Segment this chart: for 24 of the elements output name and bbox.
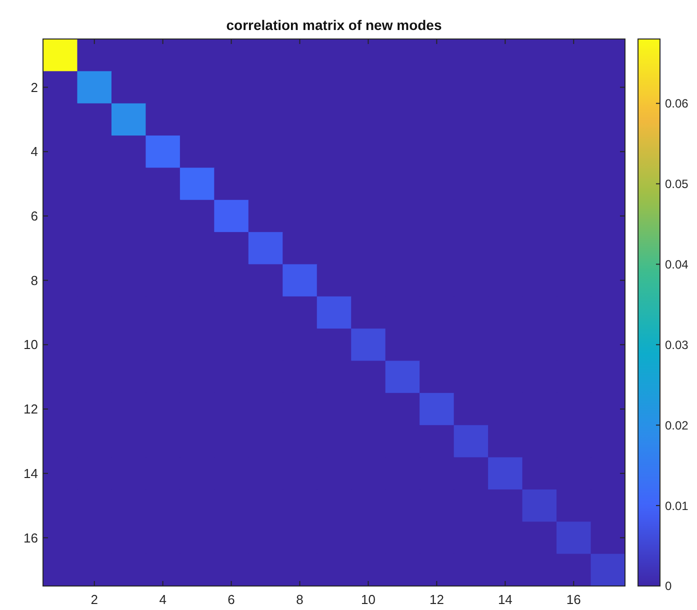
color-bar-label: 0.04 <box>665 257 689 272</box>
y-tick-label: 10 <box>24 337 38 352</box>
x-tick-label: 4 <box>159 592 166 607</box>
x-tick-label: 10 <box>361 592 376 607</box>
color-bar-label: 0.05 <box>665 176 689 191</box>
x-tick-label: 14 <box>498 592 512 607</box>
x-tick-label: 8 <box>296 592 304 607</box>
y-tick-label: 6 <box>30 208 38 224</box>
y-tick-label: 14 <box>24 466 38 481</box>
color-bar-label: 0 <box>665 579 672 594</box>
y-tick-label: 16 <box>24 530 38 546</box>
color-bar-label: 0.02 <box>665 418 689 432</box>
color-bar-label: 0.01 <box>665 498 689 513</box>
color-bar-label: 0.06 <box>665 96 689 111</box>
y-tick-label: 8 <box>30 272 38 288</box>
y-tick-label: 12 <box>24 402 38 417</box>
y-tick-label: 2 <box>30 80 38 95</box>
x-tick-label: 12 <box>429 592 444 607</box>
x-tick-label: 6 <box>228 592 235 607</box>
x-tick-label: 16 <box>566 592 581 607</box>
x-tick-label: 2 <box>90 592 98 607</box>
color-bar-label: 0.03 <box>665 338 689 352</box>
chart-title: correlation matrix of new modes <box>226 17 442 33</box>
y-tick-label: 4 <box>30 144 38 160</box>
